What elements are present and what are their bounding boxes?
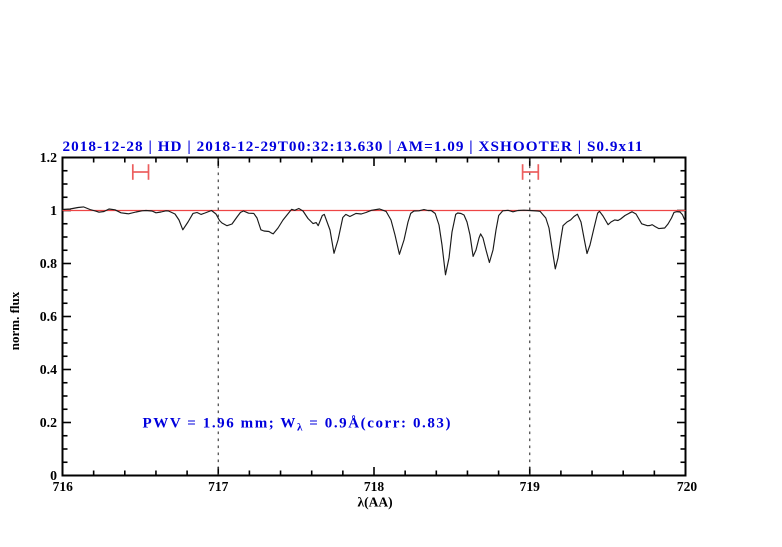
svg-text:0.6: 0.6: [40, 309, 57, 324]
svg-text:718: 718: [364, 479, 385, 494]
svg-text:717: 717: [208, 479, 229, 494]
svg-text:719: 719: [520, 479, 541, 494]
svg-text:norm. flux: norm. flux: [7, 291, 22, 350]
svg-text:1: 1: [50, 203, 57, 218]
svg-text:λ(AA): λ(AA): [357, 495, 392, 510]
svg-text:PWV = 1.96 mm; Wλ = 0.9Å(corr:: PWV = 1.96 mm; Wλ = 0.9Å(corr: 0.83): [143, 416, 451, 434]
svg-text:720: 720: [677, 479, 698, 494]
svg-text:1.2: 1.2: [40, 150, 57, 165]
svg-text:0: 0: [50, 468, 57, 483]
svg-text:2018-12-28 | HD | 2018-12-29T0: 2018-12-28 | HD | 2018-12-29T00:32:13.63…: [63, 138, 643, 155]
svg-text:0.8: 0.8: [40, 256, 57, 271]
svg-text:0.2: 0.2: [40, 415, 57, 430]
svg-text:716: 716: [53, 479, 74, 494]
svg-text:0.4: 0.4: [40, 362, 57, 377]
